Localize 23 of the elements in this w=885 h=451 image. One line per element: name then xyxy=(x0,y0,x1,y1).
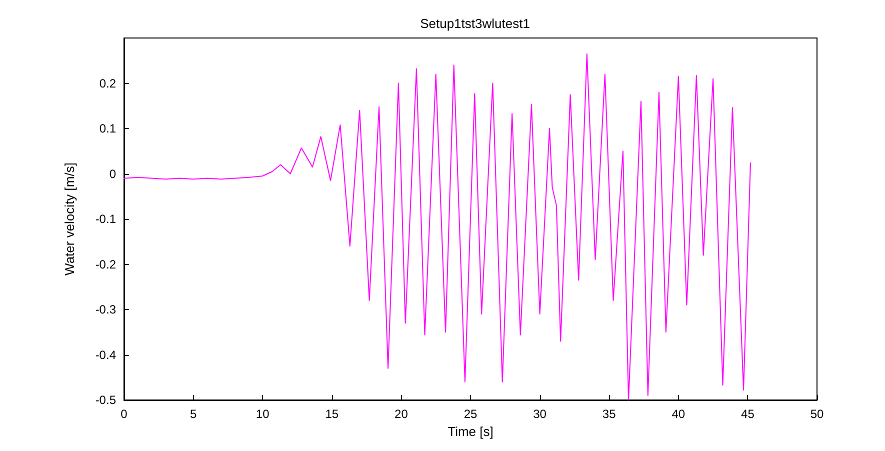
y-tick-label: 0.1 xyxy=(99,122,116,136)
x-tick-label: 35 xyxy=(602,407,616,421)
x-tick-label: 5 xyxy=(190,407,197,421)
y-axis-title: Water velocity [m/s] xyxy=(62,162,77,276)
chart-title: Setup1tst3wlutest1 xyxy=(420,16,530,31)
y-tick-label: -0.3 xyxy=(95,302,116,316)
x-tick-label: 50 xyxy=(810,407,824,421)
y-tick-label: -0.1 xyxy=(95,212,116,226)
y-tick-label: -0.2 xyxy=(95,257,116,272)
x-tick-label: 0 xyxy=(120,407,128,421)
x-tick-label: 30 xyxy=(533,407,547,421)
x-tick-label: 10 xyxy=(256,407,270,421)
x-tick-label: 25 xyxy=(464,407,478,421)
y-tick-label: -0.5 xyxy=(95,393,116,407)
x-tick-label: 45 xyxy=(741,407,755,421)
x-tick-label: 20 xyxy=(394,407,408,421)
y-tick-label: 0 xyxy=(109,166,116,181)
x-tick-label: 15 xyxy=(325,407,339,421)
line-series xyxy=(124,53,751,400)
y-tick-label: -0.4 xyxy=(95,348,116,362)
x-axis-title: Time [s] xyxy=(448,424,494,439)
y-tick-label: 0.2 xyxy=(99,76,116,90)
x-tick-label: 40 xyxy=(672,407,686,421)
